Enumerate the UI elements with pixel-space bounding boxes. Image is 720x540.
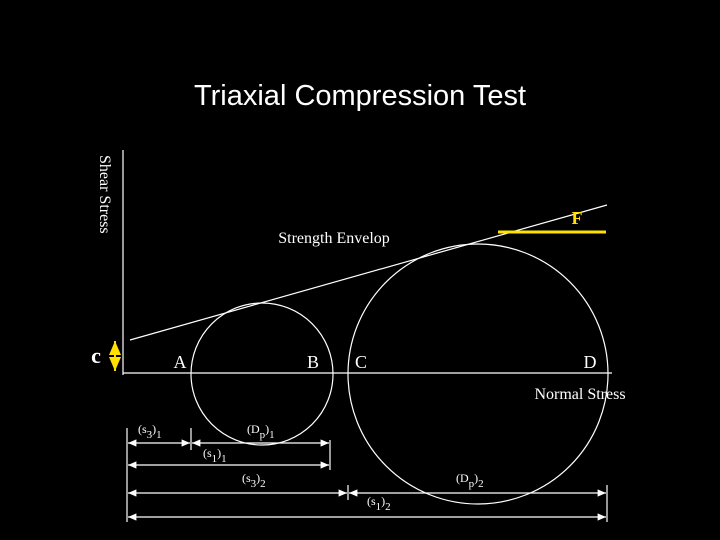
label-part: 2: [385, 501, 391, 513]
label-part: p: [469, 478, 475, 490]
measurement-label: (s1)2: [367, 494, 391, 513]
point-label: B: [307, 352, 319, 372]
mohr-circle: [190, 302, 334, 446]
label-part: ): [256, 471, 260, 485]
label-part: (s: [138, 422, 147, 436]
point-label: D: [584, 352, 597, 372]
point-label: A: [174, 352, 187, 372]
label-part: ): [265, 422, 269, 436]
label-part: ): [381, 494, 385, 508]
label-part: 3: [147, 429, 153, 441]
measurement-label: (Dp)2: [456, 471, 484, 490]
strength-envelope: [129, 204, 608, 341]
label-part: ): [474, 471, 478, 485]
label-part: (s: [367, 494, 376, 508]
measurement-label: (s3)2: [242, 471, 266, 490]
x-axis-label: Normal Stress: [534, 386, 625, 403]
mohr-circle: [347, 243, 609, 505]
label-part: 2: [260, 478, 266, 490]
label-part: 3: [251, 478, 257, 490]
label-part: 1: [221, 453, 227, 465]
envelope-label: Strength Envelop: [278, 230, 390, 247]
label-part: 1: [212, 453, 218, 465]
label-part: p: [260, 429, 266, 441]
label-part: 1: [269, 429, 275, 441]
measurement-label: (s1)1: [203, 446, 227, 465]
title: Triaxial Compression Test: [194, 80, 526, 112]
friction-angle-label: F: [572, 208, 583, 228]
measurement-label: (Dp)1: [247, 422, 275, 441]
dimension-lines: [126, 428, 608, 522]
label-part: (s: [242, 471, 251, 485]
label-part: 2: [478, 478, 484, 490]
measurement-label: (s3)1: [138, 422, 162, 441]
label-part: (s: [203, 446, 212, 460]
label-part: (D: [456, 471, 469, 485]
point-label: C: [355, 352, 367, 372]
y-axis-label: Shear Stress: [96, 155, 113, 234]
label-part: ): [217, 446, 221, 460]
label-part: 1: [156, 429, 162, 441]
label-part: ): [152, 422, 156, 436]
label-part: 1: [376, 501, 382, 513]
label-part: (D: [247, 422, 260, 436]
cohesion-label: c: [91, 343, 101, 368]
